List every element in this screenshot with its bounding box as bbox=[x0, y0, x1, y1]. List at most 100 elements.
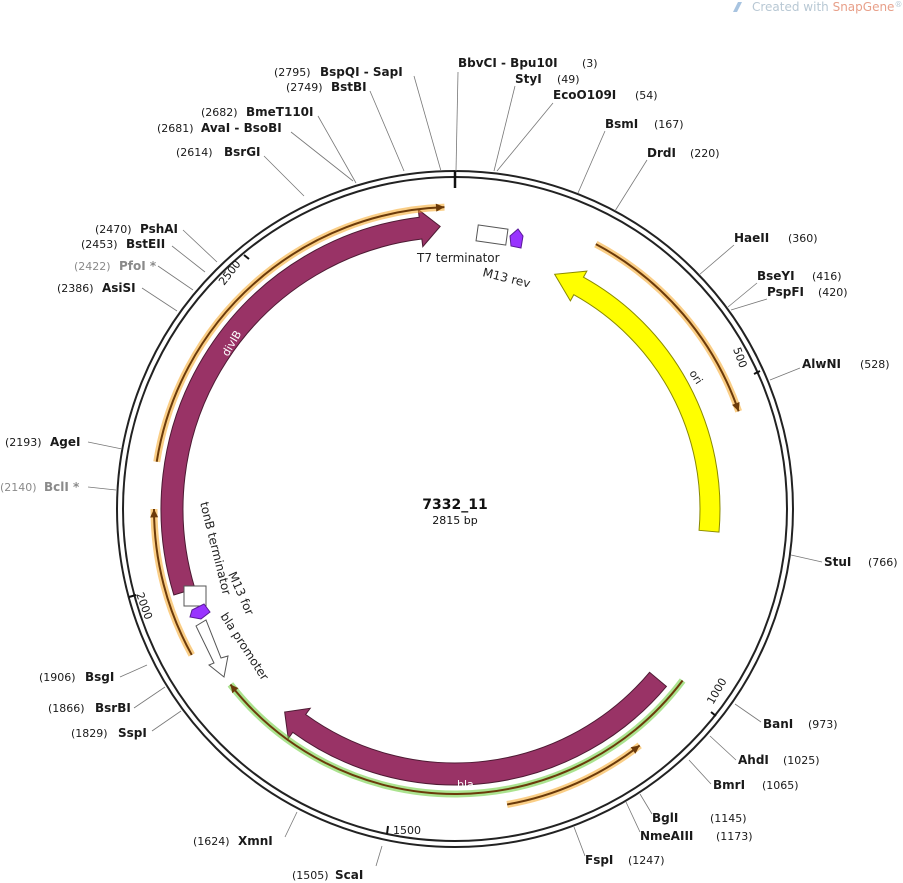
site-position: (1866) bbox=[48, 702, 85, 715]
site-position: (54) bbox=[635, 89, 658, 102]
site-position: (1829) bbox=[71, 727, 108, 740]
orange-arc-ori bbox=[595, 243, 740, 412]
site-ecoo109i: EcoO109I (54) bbox=[496, 88, 658, 172]
ori-label: ori bbox=[686, 368, 705, 387]
site-avai: AvaI - BsoBI (2681) bbox=[157, 121, 354, 182]
site-name: BmeT110I bbox=[246, 105, 314, 119]
site-leader-line bbox=[87, 486, 117, 491]
site-name: BmrI bbox=[713, 778, 745, 792]
site-leader-line bbox=[493, 85, 516, 172]
site-bani: BanI (973) bbox=[734, 703, 838, 731]
site-name: XmnI bbox=[238, 834, 273, 848]
site-name: AgeI bbox=[50, 435, 80, 449]
site-bsteii: BstEII (2453) bbox=[81, 237, 206, 273]
site-position: (49) bbox=[557, 73, 580, 86]
site-bcli: BclI * (2140) bbox=[0, 480, 117, 494]
bla-promoter-arrow bbox=[195, 619, 229, 678]
site-position: (360) bbox=[788, 232, 818, 245]
site-name: ScaI bbox=[335, 868, 363, 882]
site-name: HaeII bbox=[734, 231, 769, 245]
site-position: (2682) bbox=[201, 106, 238, 119]
site-pshai: PshAI (2470) bbox=[95, 222, 218, 263]
site-leader-line bbox=[151, 710, 182, 732]
orange-arc-bottom bbox=[506, 744, 641, 806]
site-bsrgi: BsrGI (2614) bbox=[176, 145, 305, 197]
site-leader-line bbox=[730, 298, 768, 311]
site-drdi: DrdI (220) bbox=[614, 146, 720, 212]
m13-for-primer bbox=[189, 603, 211, 620]
site-position: (220) bbox=[690, 147, 720, 160]
tonb-terminator-label: tonB terminator bbox=[197, 500, 234, 596]
ori-feature bbox=[553, 270, 721, 533]
site-scai: ScaI (1505) bbox=[292, 845, 383, 882]
site-haeii: HaeII (360) bbox=[698, 231, 818, 276]
tick-label-1500: 1500 bbox=[393, 824, 421, 837]
site-name: BsmI bbox=[605, 117, 638, 131]
site-position: (2681) bbox=[157, 122, 194, 135]
site-bmri: BmrI (1065) bbox=[688, 759, 799, 792]
bla-feature bbox=[284, 671, 668, 786]
plasmid-name: 7332_11 bbox=[422, 497, 487, 513]
site-leader-line bbox=[614, 159, 648, 212]
site-position: (2422) bbox=[74, 260, 111, 273]
site-nmeaiii: NmeAIII (1173) bbox=[625, 801, 753, 843]
site-name: BspQI - SapI bbox=[320, 65, 403, 79]
site-name: StyI bbox=[515, 72, 542, 86]
site-stui: StuI (766) bbox=[790, 554, 898, 569]
site-position: (416) bbox=[812, 270, 842, 283]
site-leader-line bbox=[727, 282, 758, 308]
site-bmet110i: BmeT110I (2682) bbox=[201, 105, 357, 184]
site-name: DrdI bbox=[647, 146, 676, 160]
site-leader-line bbox=[87, 441, 123, 450]
site-pfoi: PfoI * (2422) bbox=[74, 259, 194, 291]
site-fspi: FspI (1247) bbox=[573, 826, 665, 867]
m13-rev-primer bbox=[509, 228, 524, 249]
site-position: (420) bbox=[818, 286, 848, 299]
site-leader-line bbox=[369, 90, 405, 172]
site-name: BstEII bbox=[126, 237, 165, 251]
site-leader-line bbox=[790, 554, 823, 563]
site-name: BclI * bbox=[44, 480, 80, 494]
site-agei: AgeI (2193) bbox=[5, 435, 123, 450]
tick-label-2500: 2500 bbox=[216, 258, 243, 288]
site-leader-line bbox=[625, 801, 641, 833]
site-alwni: AlwNI (528) bbox=[769, 357, 890, 381]
site-leader-line bbox=[769, 367, 801, 381]
site-position: (2795) bbox=[274, 66, 311, 79]
site-leader-line bbox=[375, 845, 383, 867]
site-ahdi: AhdI (1025) bbox=[709, 735, 820, 767]
site-leader-line bbox=[734, 703, 762, 723]
site-bstbi: BstBI (2749) bbox=[286, 80, 405, 172]
orange-arc-left bbox=[153, 508, 193, 656]
t7-terminator-box bbox=[475, 224, 509, 246]
restriction-sites: BbvCI - Bpu10I (3) StyI (49) EcoO109I (54) Bsm… bbox=[0, 56, 898, 882]
bla-label: bla bbox=[457, 778, 474, 791]
site-name: AlwNI bbox=[802, 357, 841, 371]
site-leader-line bbox=[455, 71, 459, 172]
site-leader-line bbox=[263, 155, 305, 197]
site-name: BglI bbox=[652, 811, 678, 825]
site-leader-line bbox=[157, 265, 194, 291]
site-name: StuI bbox=[824, 555, 851, 569]
bla-promoter-label: bla promoter bbox=[217, 610, 271, 683]
site-position: (167) bbox=[654, 118, 684, 131]
site-position: (2193) bbox=[5, 436, 42, 449]
site-leader-line bbox=[171, 245, 206, 273]
site-leader-line bbox=[284, 811, 298, 838]
snapgene-watermark: Created with SnapGene® bbox=[733, 0, 902, 14]
site-bsmi: BsmI (167) bbox=[577, 117, 684, 194]
site-bgli: BglI (1145) bbox=[639, 793, 747, 825]
orange-arc-left-head bbox=[150, 509, 159, 518]
plasmid-length: 2815 bp bbox=[432, 514, 477, 527]
site-styi: StyI (49) bbox=[493, 72, 580, 172]
site-leader-line bbox=[119, 664, 148, 678]
site-position: (1145) bbox=[710, 812, 747, 825]
site-name: AsiSI bbox=[102, 281, 136, 295]
site-leader-line bbox=[141, 287, 178, 312]
site-name: FspI bbox=[585, 853, 613, 867]
site-bseyi: BseYI (416) bbox=[727, 269, 842, 308]
site-leader-line bbox=[709, 735, 737, 761]
site-asisi: AsiSI (2386) bbox=[57, 281, 178, 312]
site-position: (2614) bbox=[176, 146, 213, 159]
